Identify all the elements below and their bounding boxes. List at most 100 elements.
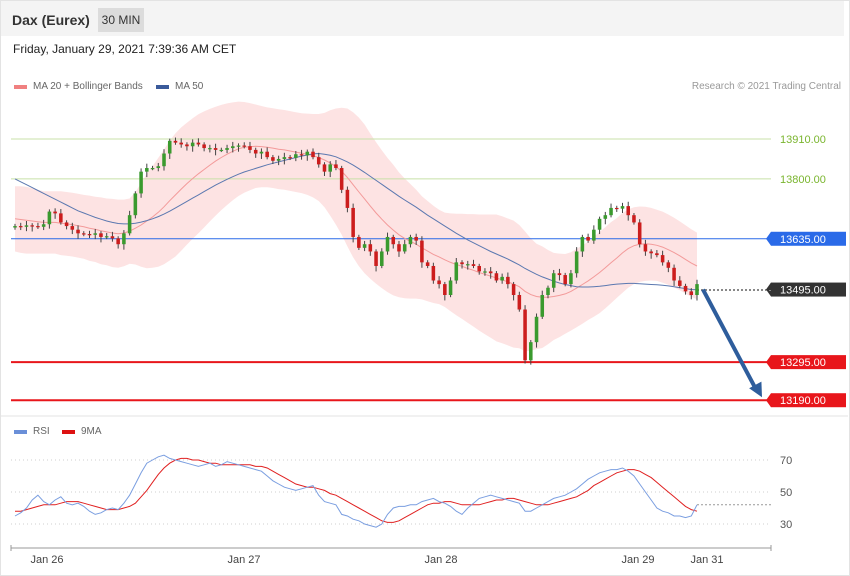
candle-body-50 bbox=[299, 154, 304, 156]
candle-body-62 bbox=[368, 244, 373, 252]
rsi-level-label-2: 30 bbox=[780, 519, 792, 531]
candle-body-29 bbox=[179, 142, 183, 145]
candle-body-43 bbox=[259, 151, 264, 154]
support-label-box-4 bbox=[771, 355, 846, 370]
rsi-ma-label: 9MA bbox=[81, 426, 102, 437]
candle-body-72 bbox=[425, 262, 430, 266]
candle-body-41 bbox=[248, 146, 252, 150]
candle-body-67 bbox=[397, 244, 401, 252]
candle-body-11 bbox=[76, 229, 80, 234]
research-credit: Research © 2021 Trading Central bbox=[691, 81, 841, 92]
candle-body-116 bbox=[678, 280, 682, 286]
candle-body-57 bbox=[339, 168, 344, 190]
chart-header: Dax (Eurex) 30 MIN bbox=[1, 1, 844, 36]
level-label-5: 13190.00 bbox=[780, 395, 826, 407]
candle-body-69 bbox=[408, 236, 413, 245]
candle-body-64 bbox=[380, 251, 384, 266]
candle-body-3 bbox=[30, 225, 34, 227]
ma50-swatch bbox=[156, 84, 169, 89]
legend-ma20: MA 20 + Bollinger Bands bbox=[14, 81, 143, 92]
legend-rsi-ma: 9MA bbox=[62, 426, 102, 437]
candle-body-90 bbox=[529, 342, 533, 361]
level-label-1: 13800.00 bbox=[780, 174, 826, 186]
candle-body-22 bbox=[139, 171, 143, 194]
candle-body-117 bbox=[683, 285, 688, 292]
candle-body-113 bbox=[660, 255, 665, 263]
bollinger-band bbox=[15, 101, 697, 352]
ma20-label: MA 20 + Bollinger Bands bbox=[33, 81, 143, 92]
candle-body-35 bbox=[213, 148, 218, 150]
candle-body-114 bbox=[666, 262, 671, 268]
rsi-level-label-0: 70 bbox=[780, 455, 792, 467]
candle-body-0 bbox=[13, 226, 17, 228]
candle-body-103 bbox=[603, 215, 608, 219]
candle-body-108 bbox=[632, 215, 636, 223]
instrument-title: Dax (Eurex) bbox=[12, 12, 90, 28]
candle-body-95 bbox=[557, 273, 562, 276]
last-price-pointer bbox=[766, 282, 771, 297]
candle-body-25 bbox=[156, 166, 161, 169]
rsi-ma-swatch bbox=[62, 429, 75, 434]
candle-body-55 bbox=[328, 164, 332, 172]
level-label-3: 13495.00 bbox=[780, 285, 826, 297]
candle-body-94 bbox=[551, 273, 556, 288]
ma20-swatch bbox=[14, 84, 27, 89]
candle-body-23 bbox=[145, 168, 149, 172]
candle-body-52 bbox=[311, 151, 315, 158]
candle-body-100 bbox=[586, 236, 590, 241]
candle-body-2 bbox=[24, 225, 29, 227]
candle-body-24 bbox=[150, 168, 155, 170]
candle-body-66 bbox=[391, 236, 396, 245]
candle-body-42 bbox=[253, 149, 258, 154]
pivot-label-box bbox=[771, 231, 846, 246]
candle-body-119 bbox=[695, 284, 699, 296]
candle-body-8 bbox=[59, 213, 63, 223]
rsi-level-label-1: 50 bbox=[780, 487, 792, 499]
legend-rsi: RSI bbox=[14, 426, 50, 437]
candle-body-32 bbox=[196, 142, 201, 145]
candle-body-82 bbox=[483, 271, 487, 273]
candle-body-44 bbox=[265, 151, 269, 158]
candle-body-111 bbox=[649, 251, 653, 254]
candle-body-1 bbox=[18, 226, 23, 228]
candle-body-65 bbox=[385, 236, 390, 252]
candle-body-96 bbox=[563, 275, 567, 285]
report-datetime: Friday, January 29, 2021 7:39:36 AM CET bbox=[13, 42, 237, 56]
candle-body-17 bbox=[110, 236, 115, 239]
candle-body-16 bbox=[104, 236, 109, 238]
candle-body-20 bbox=[127, 215, 132, 234]
candle-body-45 bbox=[271, 157, 275, 161]
candle-body-39 bbox=[236, 145, 241, 147]
candle-body-86 bbox=[506, 276, 510, 285]
candle-body-99 bbox=[580, 236, 585, 252]
support-label-pointer-4 bbox=[766, 355, 771, 370]
candle-body-28 bbox=[173, 140, 178, 143]
candle-body-7 bbox=[53, 211, 57, 214]
candle-body-104 bbox=[609, 207, 613, 216]
level-label-2: 13635.00 bbox=[780, 234, 826, 246]
candle-body-54 bbox=[322, 164, 327, 172]
candle-body-110 bbox=[643, 244, 648, 252]
candle-body-115 bbox=[672, 267, 676, 281]
level-label-0: 13910.00 bbox=[780, 134, 826, 146]
candle-body-61 bbox=[362, 244, 367, 248]
candle-body-87 bbox=[511, 284, 516, 296]
candle-body-37 bbox=[225, 148, 229, 150]
candle-body-38 bbox=[231, 146, 235, 149]
candle-body-4 bbox=[36, 226, 40, 228]
candle-body-53 bbox=[316, 157, 321, 165]
candle-body-63 bbox=[374, 251, 378, 266]
x-tick-label-3: Jan 29 bbox=[621, 554, 654, 566]
candle-body-107 bbox=[626, 206, 631, 216]
last-price-box bbox=[771, 282, 846, 297]
candle-body-84 bbox=[494, 273, 499, 281]
candle-body-19 bbox=[122, 233, 126, 245]
forecast-arrow-shaft bbox=[701, 288, 759, 393]
candle-body-31 bbox=[190, 142, 195, 147]
candle-body-91 bbox=[534, 316, 539, 343]
timeframe-button[interactable]: 30 MIN bbox=[98, 8, 144, 32]
candle-body-49 bbox=[294, 154, 298, 158]
candle-body-5 bbox=[41, 224, 46, 227]
candle-body-14 bbox=[93, 233, 98, 235]
candle-body-77 bbox=[454, 262, 459, 281]
